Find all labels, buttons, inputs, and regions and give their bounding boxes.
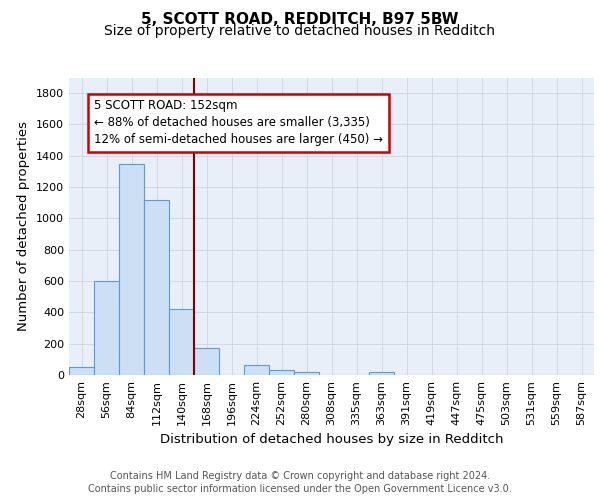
Text: 5, SCOTT ROAD, REDDITCH, B97 5BW: 5, SCOTT ROAD, REDDITCH, B97 5BW [141, 12, 459, 28]
Bar [194, 348, 219, 375]
Y-axis label: Number of detached properties: Number of detached properties [17, 121, 31, 331]
Bar [269, 370, 294, 375]
Text: 5 SCOTT ROAD: 152sqm
← 88% of detached houses are smaller (3,335)
12% of semi-de: 5 SCOTT ROAD: 152sqm ← 88% of detached h… [94, 100, 383, 146]
Text: Size of property relative to detached houses in Redditch: Size of property relative to detached ho… [104, 24, 496, 38]
Bar [69, 367, 94, 375]
Bar [294, 372, 319, 375]
Bar [244, 365, 269, 375]
Bar [119, 164, 144, 375]
Bar [144, 200, 169, 375]
Bar [94, 281, 119, 375]
Text: Contains HM Land Registry data © Crown copyright and database right 2024.
Contai: Contains HM Land Registry data © Crown c… [88, 471, 512, 494]
Bar [369, 372, 394, 375]
Bar [169, 309, 194, 375]
X-axis label: Distribution of detached houses by size in Redditch: Distribution of detached houses by size … [160, 434, 503, 446]
